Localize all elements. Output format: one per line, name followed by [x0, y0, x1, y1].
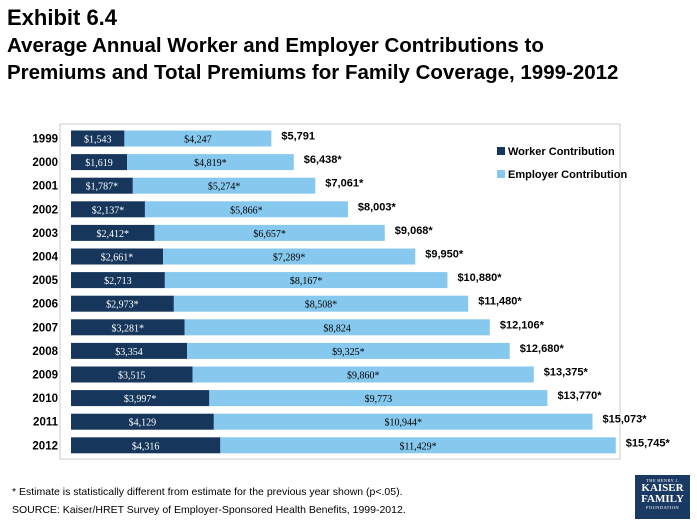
worker-bar: [71, 154, 128, 171]
worker-bar: [71, 248, 164, 265]
total-value-label: $12,106*: [500, 319, 545, 331]
legend-employer-label: Employer Contribution: [508, 169, 627, 181]
employer-bar: [144, 201, 348, 218]
legend-employer-swatch: [497, 170, 505, 178]
employer-bar: [124, 130, 272, 147]
exhibit-label: Exhibit 6.4: [7, 5, 118, 30]
worker-bar: [71, 413, 214, 430]
worker-value-label: $2,661*: [101, 253, 134, 264]
year-label: 2010: [32, 393, 58, 405]
worker-bar: [71, 437, 221, 454]
worker-bar: [71, 201, 145, 218]
significance-footnote: * Estimate is statistically different fr…: [12, 486, 403, 498]
worker-value-label: $3,354: [115, 347, 143, 358]
employer-value-label: $8,824: [323, 323, 351, 334]
employer-value-label: $7,289*: [273, 253, 306, 264]
employer-value-label: $5,866*: [230, 205, 263, 216]
total-value-label: $6,438*: [304, 154, 343, 166]
employer-bar: [220, 437, 616, 454]
total-value-label: $12,680*: [520, 343, 565, 355]
employer-value-label: $10,944*: [384, 418, 422, 429]
employer-bar: [154, 224, 385, 241]
total-value-label: $15,745*: [626, 437, 671, 449]
year-label: 2006: [32, 299, 58, 311]
year-label: 2008: [32, 346, 58, 358]
employer-bar: [163, 248, 416, 265]
worker-value-label: $3,281*: [112, 323, 145, 334]
employer-bar: [127, 154, 294, 171]
worker-bar: [71, 319, 185, 336]
worker-value-label: $2,973*: [106, 300, 139, 311]
year-label: 2002: [32, 204, 58, 216]
employer-bar: [192, 366, 534, 383]
total-value-label: $9,068*: [395, 225, 434, 237]
employer-value-label: $9,860*: [347, 371, 380, 382]
total-value-label: $15,073*: [603, 414, 648, 426]
year-label: 2012: [32, 440, 58, 452]
worker-bar: [71, 390, 210, 407]
year-label: 2007: [32, 322, 58, 334]
source-note: SOURCE: Kaiser/HRET Survey of Employer-S…: [12, 504, 406, 516]
total-value-label: $5,791: [281, 131, 315, 143]
worker-value-label: $1,543: [84, 135, 112, 146]
legend-worker-swatch: [497, 147, 505, 155]
worker-bar: [71, 130, 125, 147]
employer-bar: [213, 413, 593, 430]
year-label: 2005: [32, 275, 58, 287]
worker-bar: [71, 366, 193, 383]
chart-title: Exhibit 6.4 Average Annual Worker and Em…: [7, 4, 618, 86]
employer-value-label: $8,167*: [290, 276, 323, 287]
employer-bar: [164, 272, 448, 289]
kff-logo: THE HENRY J. KAISER FAMILY FOUNDATION: [635, 475, 690, 519]
employer-value-label: $5,274*: [208, 182, 241, 193]
worker-value-label: $2,412*: [96, 229, 129, 240]
worker-bar: [71, 177, 133, 194]
employer-value-label: $8,508*: [305, 300, 338, 311]
worker-value-label: $1,619: [85, 158, 113, 169]
worker-value-label: $4,129: [129, 418, 157, 429]
employer-bar: [209, 390, 548, 407]
worker-value-label: $1,787*: [86, 182, 119, 193]
employer-value-label: $9,325*: [332, 347, 365, 358]
stacked-bar-chart: 1999 $1,543 $4,247 $5,791 2000 $1,619 $4,819* $…: [32, 123, 671, 460]
employer-bar: [132, 177, 316, 194]
year-label: 2003: [32, 228, 58, 240]
employer-bar: [187, 342, 510, 359]
worker-bar: [71, 272, 165, 289]
total-value-label: $13,770*: [557, 390, 602, 402]
worker-bar: [71, 224, 155, 241]
worker-value-label: $3,997*: [124, 394, 157, 405]
worker-value-label: $2,713: [104, 276, 132, 287]
total-value-label: $10,880*: [457, 272, 502, 284]
year-label: 2000: [32, 157, 58, 169]
employer-value-label: $4,247: [184, 135, 212, 146]
title-line-1: Average Annual Worker and Employer Contr…: [7, 34, 544, 57]
year-label: 2011: [33, 417, 59, 429]
title-line-2: Premiums and Total Premiums for Family C…: [7, 61, 619, 84]
year-label: 2001: [32, 181, 58, 193]
employer-value-label: $6,657*: [253, 229, 286, 240]
year-label: 2004: [32, 252, 58, 264]
total-value-label: $13,375*: [544, 367, 589, 379]
worker-value-label: $2,137*: [92, 205, 125, 216]
total-value-label: $11,480*: [478, 296, 522, 308]
total-value-label: $7,061*: [325, 178, 364, 190]
employer-bar: [173, 295, 469, 312]
worker-bar: [71, 295, 174, 312]
year-label: 2009: [32, 370, 58, 382]
worker-value-label: $3,515: [118, 371, 146, 382]
employer-value-label: $11,429*: [399, 441, 436, 452]
total-value-label: $8,003*: [358, 201, 397, 213]
year-label: 1999: [32, 134, 58, 146]
employer-bar: [184, 319, 490, 336]
total-value-label: $9,950*: [425, 249, 464, 261]
plot-frame: [59, 123, 621, 460]
worker-value-label: $4,316: [132, 441, 160, 452]
employer-value-label: $9,773: [365, 394, 393, 405]
worker-bar: [71, 342, 188, 359]
legend-worker-label: Worker Contribution: [508, 146, 615, 158]
employer-value-label: $4,819*: [194, 158, 227, 169]
